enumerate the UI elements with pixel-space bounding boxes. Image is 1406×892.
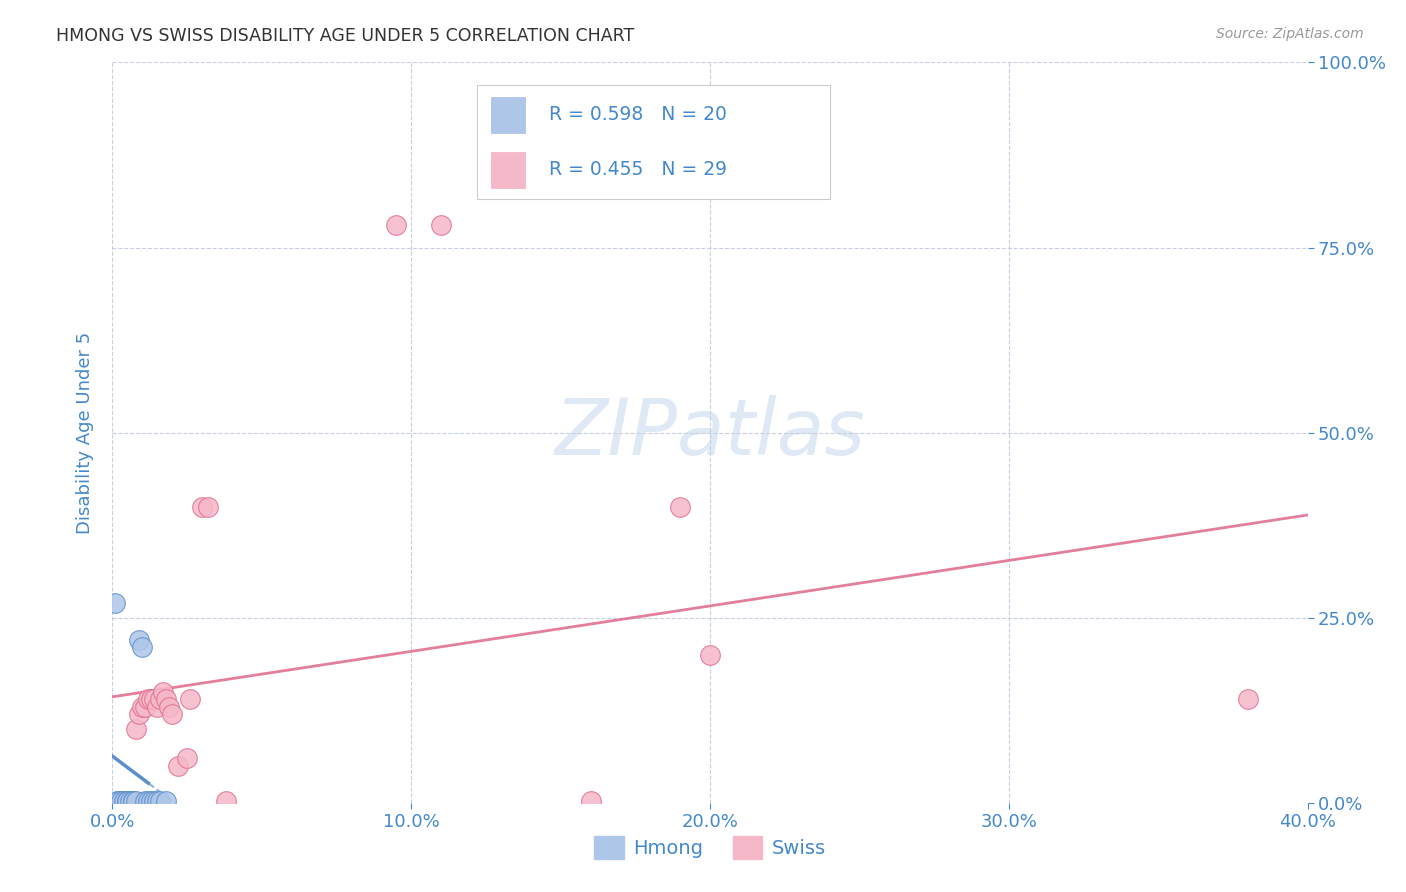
Point <box>157 699 180 714</box>
Point <box>669 500 692 514</box>
Point <box>131 640 153 655</box>
Text: R = 0.598   N = 20: R = 0.598 N = 20 <box>548 104 727 124</box>
Point <box>385 219 408 233</box>
Legend: Hmong, Swiss: Hmong, Swiss <box>586 828 834 867</box>
Point <box>117 794 139 808</box>
Point <box>141 692 163 706</box>
Point <box>167 758 190 772</box>
Point <box>143 794 166 808</box>
Point <box>125 794 148 808</box>
Point <box>134 794 156 808</box>
Point <box>146 699 169 714</box>
Point <box>191 500 214 514</box>
Point <box>143 692 166 706</box>
FancyBboxPatch shape <box>477 85 830 200</box>
Point <box>107 794 129 808</box>
Point <box>215 794 238 808</box>
Point <box>110 794 132 808</box>
Point <box>110 794 132 808</box>
Point <box>138 794 160 808</box>
Point <box>176 751 198 765</box>
Point <box>699 648 721 662</box>
Point <box>197 500 219 514</box>
Point <box>128 706 150 721</box>
Point <box>104 596 127 610</box>
Bar <box>491 97 524 133</box>
Text: Source: ZipAtlas.com: Source: ZipAtlas.com <box>1216 27 1364 41</box>
Point <box>179 692 201 706</box>
Point <box>134 699 156 714</box>
Point <box>138 692 160 706</box>
Point <box>1237 692 1260 706</box>
Text: ZIPatlas: ZIPatlas <box>554 394 866 471</box>
Point <box>114 794 135 808</box>
Text: R = 0.455   N = 29: R = 0.455 N = 29 <box>548 161 727 179</box>
Point <box>117 794 139 808</box>
Point <box>141 794 163 808</box>
Point <box>120 794 142 808</box>
Point <box>152 685 174 699</box>
Bar <box>491 152 524 187</box>
Point <box>149 692 172 706</box>
Point <box>131 699 153 714</box>
Point <box>117 794 139 808</box>
Point <box>162 706 183 721</box>
Point <box>146 794 169 808</box>
Point <box>430 219 453 233</box>
Point <box>155 794 177 808</box>
Point <box>579 794 602 808</box>
Point <box>125 722 148 736</box>
Point <box>122 794 145 808</box>
Text: HMONG VS SWISS DISABILITY AGE UNDER 5 CORRELATION CHART: HMONG VS SWISS DISABILITY AGE UNDER 5 CO… <box>56 27 634 45</box>
Point <box>105 794 128 808</box>
Point <box>128 632 150 647</box>
Point <box>149 794 172 808</box>
Point <box>155 692 177 706</box>
Point <box>114 794 135 808</box>
Point <box>122 794 145 808</box>
Y-axis label: Disability Age Under 5: Disability Age Under 5 <box>76 332 94 533</box>
Point <box>122 794 145 808</box>
